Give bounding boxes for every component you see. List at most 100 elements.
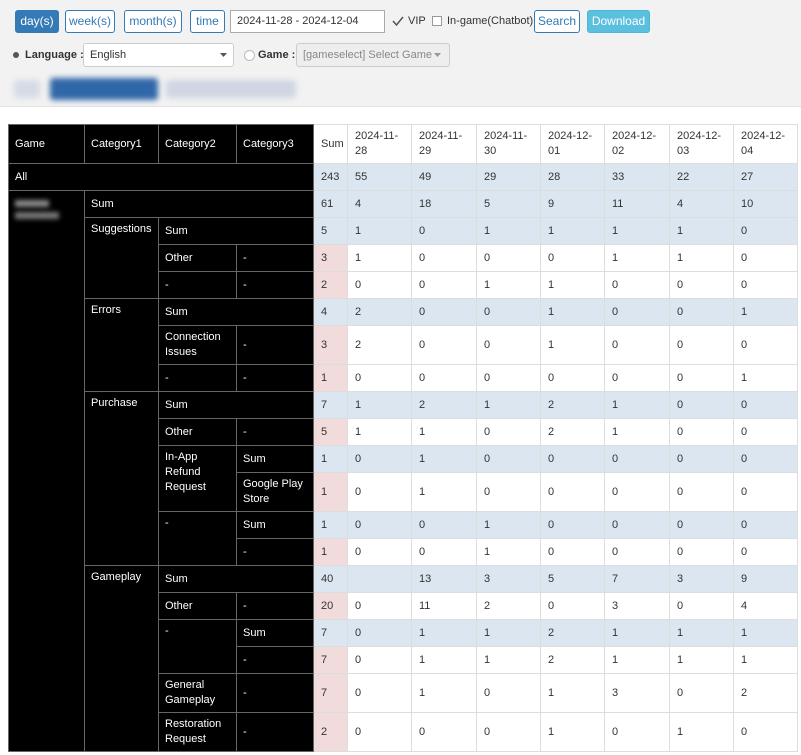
value-cell: 0 [411, 538, 477, 566]
table-row: Gameplay Sum 40 13 3 5 7 3 9 [9, 565, 798, 752]
value-cell: 0 [411, 712, 477, 752]
value-cell: 0 [669, 472, 734, 512]
value-cell: 0 [604, 511, 670, 539]
language-select[interactable]: English [83, 43, 234, 67]
blur-line [15, 200, 49, 207]
value-cell: 11 [604, 190, 670, 218]
value-cell: 1 [540, 673, 605, 713]
value-cell: 4 [669, 190, 734, 218]
category-cell: - [158, 619, 237, 674]
sum-cell: 1 [313, 445, 348, 473]
value-cell: 0 [347, 619, 412, 647]
search-button[interactable]: Search [534, 10, 580, 33]
category-cell: Connection Issues [158, 325, 237, 365]
category-cell: General Gameplay [158, 673, 237, 713]
value-cell: 1 [476, 217, 541, 245]
value-cell: 0 [347, 712, 412, 752]
header-cell: 2024-12-04 [733, 124, 798, 164]
category-cell: - [158, 364, 237, 392]
sum-cell: 61 [313, 190, 348, 218]
value-cell: 1 [476, 511, 541, 539]
category-cell: - [236, 673, 314, 713]
value-cell: 0 [347, 646, 412, 674]
download-button[interactable]: Download [587, 10, 650, 33]
value-cell: 0 [733, 418, 798, 446]
header-cell: 2024-12-03 [669, 124, 734, 164]
value-cell: 2 [733, 673, 798, 713]
language-value: English [90, 49, 127, 61]
value-cell: 0 [733, 244, 798, 272]
header-cell: Category3 [236, 124, 314, 164]
category-cell: Sum [158, 565, 314, 593]
dropdown-caret [220, 53, 227, 57]
value-cell: 0 [347, 592, 412, 620]
sum-cell: 4 [313, 298, 348, 326]
value-cell: 0 [604, 712, 670, 752]
period-button[interactable]: time [190, 10, 225, 33]
category-cell: Errors [84, 298, 159, 392]
header-cell: Game [8, 124, 85, 164]
table-row: - Sum 1 0 0 1 0 0 0 0 [9, 511, 798, 566]
category-cell: - [236, 538, 314, 566]
category-cell: - [236, 418, 314, 446]
value-cell: 1 [411, 646, 477, 674]
header-cell: 2024-11-29 [411, 124, 477, 164]
header-cell: 2024-12-01 [540, 124, 605, 164]
vip-checkbox[interactable] [392, 15, 404, 27]
category-cell: Sum [158, 391, 314, 419]
value-cell: 1 [669, 619, 734, 647]
period-button[interactable]: month(s) [124, 10, 182, 33]
value-cell: 0 [604, 364, 670, 392]
value-cell: 2 [540, 619, 605, 647]
period-button[interactable]: day(s) [15, 10, 59, 33]
value-cell: 0 [733, 538, 798, 566]
category-cell: - [236, 364, 314, 392]
blurred-controls [10, 76, 310, 102]
sum-cell: 7 [313, 673, 348, 713]
value-cell: 0 [733, 472, 798, 512]
language-label: Language : [25, 49, 84, 61]
table-row: Connection Issues -3 2 0 0 1 0 0 0 [9, 325, 798, 365]
value-cell: 0 [347, 673, 412, 713]
value-cell: 1 [476, 619, 541, 647]
value-cell: 0 [540, 244, 605, 272]
value-cell: 0 [669, 511, 734, 539]
blurred-game-name [15, 195, 78, 219]
value-cell: 0 [347, 364, 412, 392]
value-cell: 1 [476, 271, 541, 299]
sum-cell: 3 [313, 244, 348, 272]
sum-cell: 40 [313, 565, 348, 593]
value-cell: 0 [411, 511, 477, 539]
value-cell: 27 [733, 163, 798, 191]
period-button[interactable]: week(s) [65, 10, 115, 33]
value-cell: 0 [476, 325, 541, 365]
value-cell: 0 [604, 271, 670, 299]
value-cell: 1 [476, 646, 541, 674]
game-cell [8, 190, 85, 752]
category-cell: Suggestions [84, 217, 159, 299]
toolbar: day(s) week(s) month(s) time 2024-11-28 … [0, 0, 801, 107]
ingame-checkbox[interactable] [432, 16, 442, 26]
value-cell: 0 [540, 472, 605, 512]
value-cell: 0 [411, 271, 477, 299]
value-cell: 1 [604, 418, 670, 446]
value-cell: 2 [540, 418, 605, 446]
value-cell: 0 [476, 673, 541, 713]
value-cell: 0 [669, 538, 734, 566]
value-cell: 0 [733, 325, 798, 365]
category-cell: - [236, 592, 314, 620]
table-row: Google Play Store 1 0 1 0 0 0 0 0 [9, 472, 798, 512]
game-radio[interactable] [244, 50, 255, 61]
sum-cell: 2 [313, 712, 348, 752]
value-cell: 2 [540, 646, 605, 674]
category-cell: Google Play Store [236, 472, 314, 512]
value-cell: 0 [476, 445, 541, 473]
language-radio[interactable] [13, 52, 19, 58]
sum-cell: 7 [313, 391, 348, 419]
date-range-input[interactable]: 2024-11-28 - 2024-12-04 [230, 10, 385, 33]
value-cell: 2 [347, 325, 412, 365]
value-cell: 0 [733, 217, 798, 245]
